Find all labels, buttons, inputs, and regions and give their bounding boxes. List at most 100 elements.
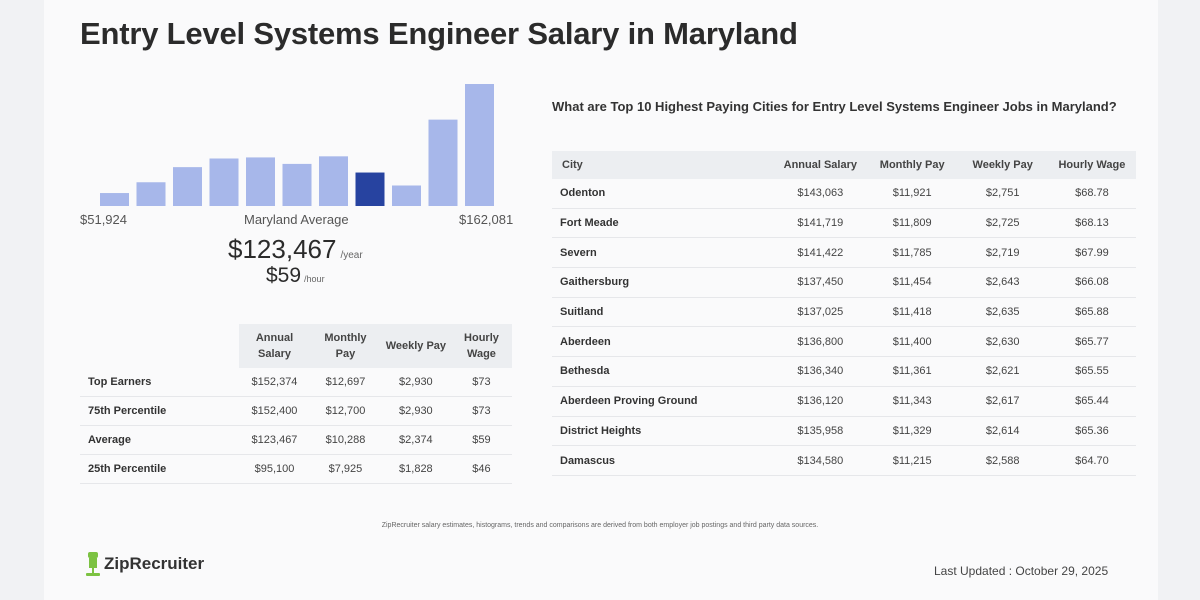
city-row: Bethesda $136,340 $11,361 $2,621 $65.55 [552,356,1136,387]
percentile-row: Top Earners $152,374 $12,697 $2,930 $73 [80,368,512,397]
monthly-cell: $11,454 [866,267,958,298]
hourly-cell: $65.88 [1047,297,1136,328]
monthly-cell: $11,329 [866,416,958,447]
monthly-cell: $7,925 [310,454,381,484]
histogram-bar [392,185,421,206]
hourly-cell: $66.08 [1047,267,1136,298]
hourly-cell: $68.13 [1047,208,1136,239]
average-hourly-wage: $59/hour [266,264,325,288]
histogram-bar [465,84,494,206]
annual-cell: $152,374 [238,368,311,397]
city-row: Damascus $134,580 $11,215 $2,588 $64.70 [552,445,1136,476]
monthly-cell: $10,288 [310,425,381,455]
city-row: Fort Meade $141,719 $11,809 $2,725 $68.13 [552,208,1136,239]
annual-cell: $136,800 [773,326,867,358]
histogram-center-label: Maryland Average [244,212,349,227]
percentile-table: Annual Salary Monthly Pay Weekly Pay Hou… [80,324,512,484]
histogram-bar [173,167,202,206]
monthly-cell: $12,700 [310,396,381,426]
city-name: Aberdeen Proving Ground [552,386,774,417]
hourly-cell: $64.70 [1047,445,1136,476]
weekly-cell: $2,621 [957,356,1048,387]
average-hourly-unit: /hour [304,274,325,284]
city-name: Bethesda [552,356,774,387]
annual-cell: $143,063 [773,179,867,209]
percentile-row: 75th Percentile $152,400 $12,700 $2,930 $73 [80,396,512,426]
data-source-footnote: ZipRecruiter salary estimates, histogram… [381,522,819,529]
monthly-cell: $11,215 [866,445,958,476]
city-name: Aberdeen [552,326,774,358]
hourly-cell: $59 [450,425,512,455]
city-row: Gaithersburg $137,450 $11,454 $2,643 $66.08 [552,267,1136,298]
histogram-bar [136,182,166,206]
weekly-cell: $2,614 [957,416,1048,447]
city-row: Odenton $143,063 $11,921 $2,751 $68.78 [552,179,1136,209]
city-name: Fort Meade [552,208,774,239]
histogram-bar [428,119,458,206]
hourly-cell: $73 [450,396,512,426]
city-name: Suitland [552,297,774,328]
weekly-pay-header: Weekly Pay [957,151,1048,179]
hourly-cell: $73 [450,368,512,397]
city-row: Aberdeen $136,800 $11,400 $2,630 $65.77 [552,326,1136,358]
city-row: Severn $141,422 $11,785 $2,719 $67.99 [552,237,1136,269]
hourly-wage-header: Hourly Wage [450,324,512,368]
monthly-pay-header: Monthly Pay [866,151,958,179]
weekly-cell: $2,719 [957,237,1048,269]
ziprecruiter-logo[interactable]: ZipRecruiter [86,552,204,576]
hourly-cell: $46 [450,454,512,484]
histogram-bar [246,157,275,206]
top-cities-table: City Annual Salary Monthly Pay Weekly Pa… [552,151,1136,476]
histogram-bar [282,163,312,206]
hourly-cell: $65.36 [1047,416,1136,447]
hourly-wage-header: Hourly Wage [1047,151,1136,179]
monthly-cell: $11,361 [866,356,958,387]
page-title: Entry Level Systems Engineer Salary in M… [80,16,798,51]
histogram-bar [209,158,239,206]
histogram-min-label: $51,924 [80,212,127,227]
city-row: District Heights $135,958 $11,329 $2,614 $65… [552,416,1136,447]
city-name: Damascus [552,445,774,476]
row-label: Top Earners [80,368,239,397]
city-name: Odenton [552,179,774,209]
percentile-table-header: Annual Salary Monthly Pay Weekly Pay Hou… [80,324,512,368]
annual-salary-header: Annual Salary [773,151,867,179]
weekly-cell: $2,630 [957,326,1048,358]
percentile-row: 25th Percentile $95,100 $7,925 $1,828 $46 [80,454,512,484]
weekly-cell: $2,588 [957,445,1048,476]
annual-cell: $141,422 [773,237,867,269]
monthly-pay-header: Monthly Pay [310,324,381,368]
row-label: 25th Percentile [80,454,239,484]
weekly-cell: $2,725 [957,208,1048,239]
histogram-bar [319,156,348,206]
average-annual-value: $123,467 [228,234,337,264]
annual-cell: $152,400 [238,396,311,426]
blank-header-cell [80,324,239,368]
annual-salary-header: Annual Salary [238,324,311,368]
histogram-bar [100,193,129,206]
monthly-cell: $11,343 [866,386,958,417]
hourly-cell: $68.78 [1047,179,1136,209]
monthly-cell: $11,400 [866,326,958,358]
annual-cell: $141,719 [773,208,867,239]
hourly-cell: $65.55 [1047,356,1136,387]
annual-cell: $123,467 [238,425,311,455]
top-cities-title: What are Top 10 Highest Paying Cities fo… [552,99,1117,114]
histogram-bar-average [355,172,385,206]
annual-cell: $136,340 [773,356,867,387]
percentile-row: Average $123,467 $10,288 $2,374 $59 [80,425,512,455]
weekly-cell: $2,617 [957,386,1048,417]
weekly-cell: $2,751 [957,179,1048,209]
hourly-cell: $65.44 [1047,386,1136,417]
weekly-cell: $1,828 [380,454,451,484]
average-annual-unit: /year [340,250,363,261]
weekly-pay-header: Weekly Pay [380,324,451,368]
weekly-cell: $2,635 [957,297,1048,328]
weekly-cell: $2,930 [380,396,451,426]
annual-cell: $134,580 [773,445,867,476]
weekly-cell: $2,643 [957,267,1048,298]
row-label: Average [80,425,239,455]
city-name: Gaithersburg [552,267,774,298]
monthly-cell: $11,921 [866,179,958,209]
average-hourly-value: $59 [266,264,302,287]
